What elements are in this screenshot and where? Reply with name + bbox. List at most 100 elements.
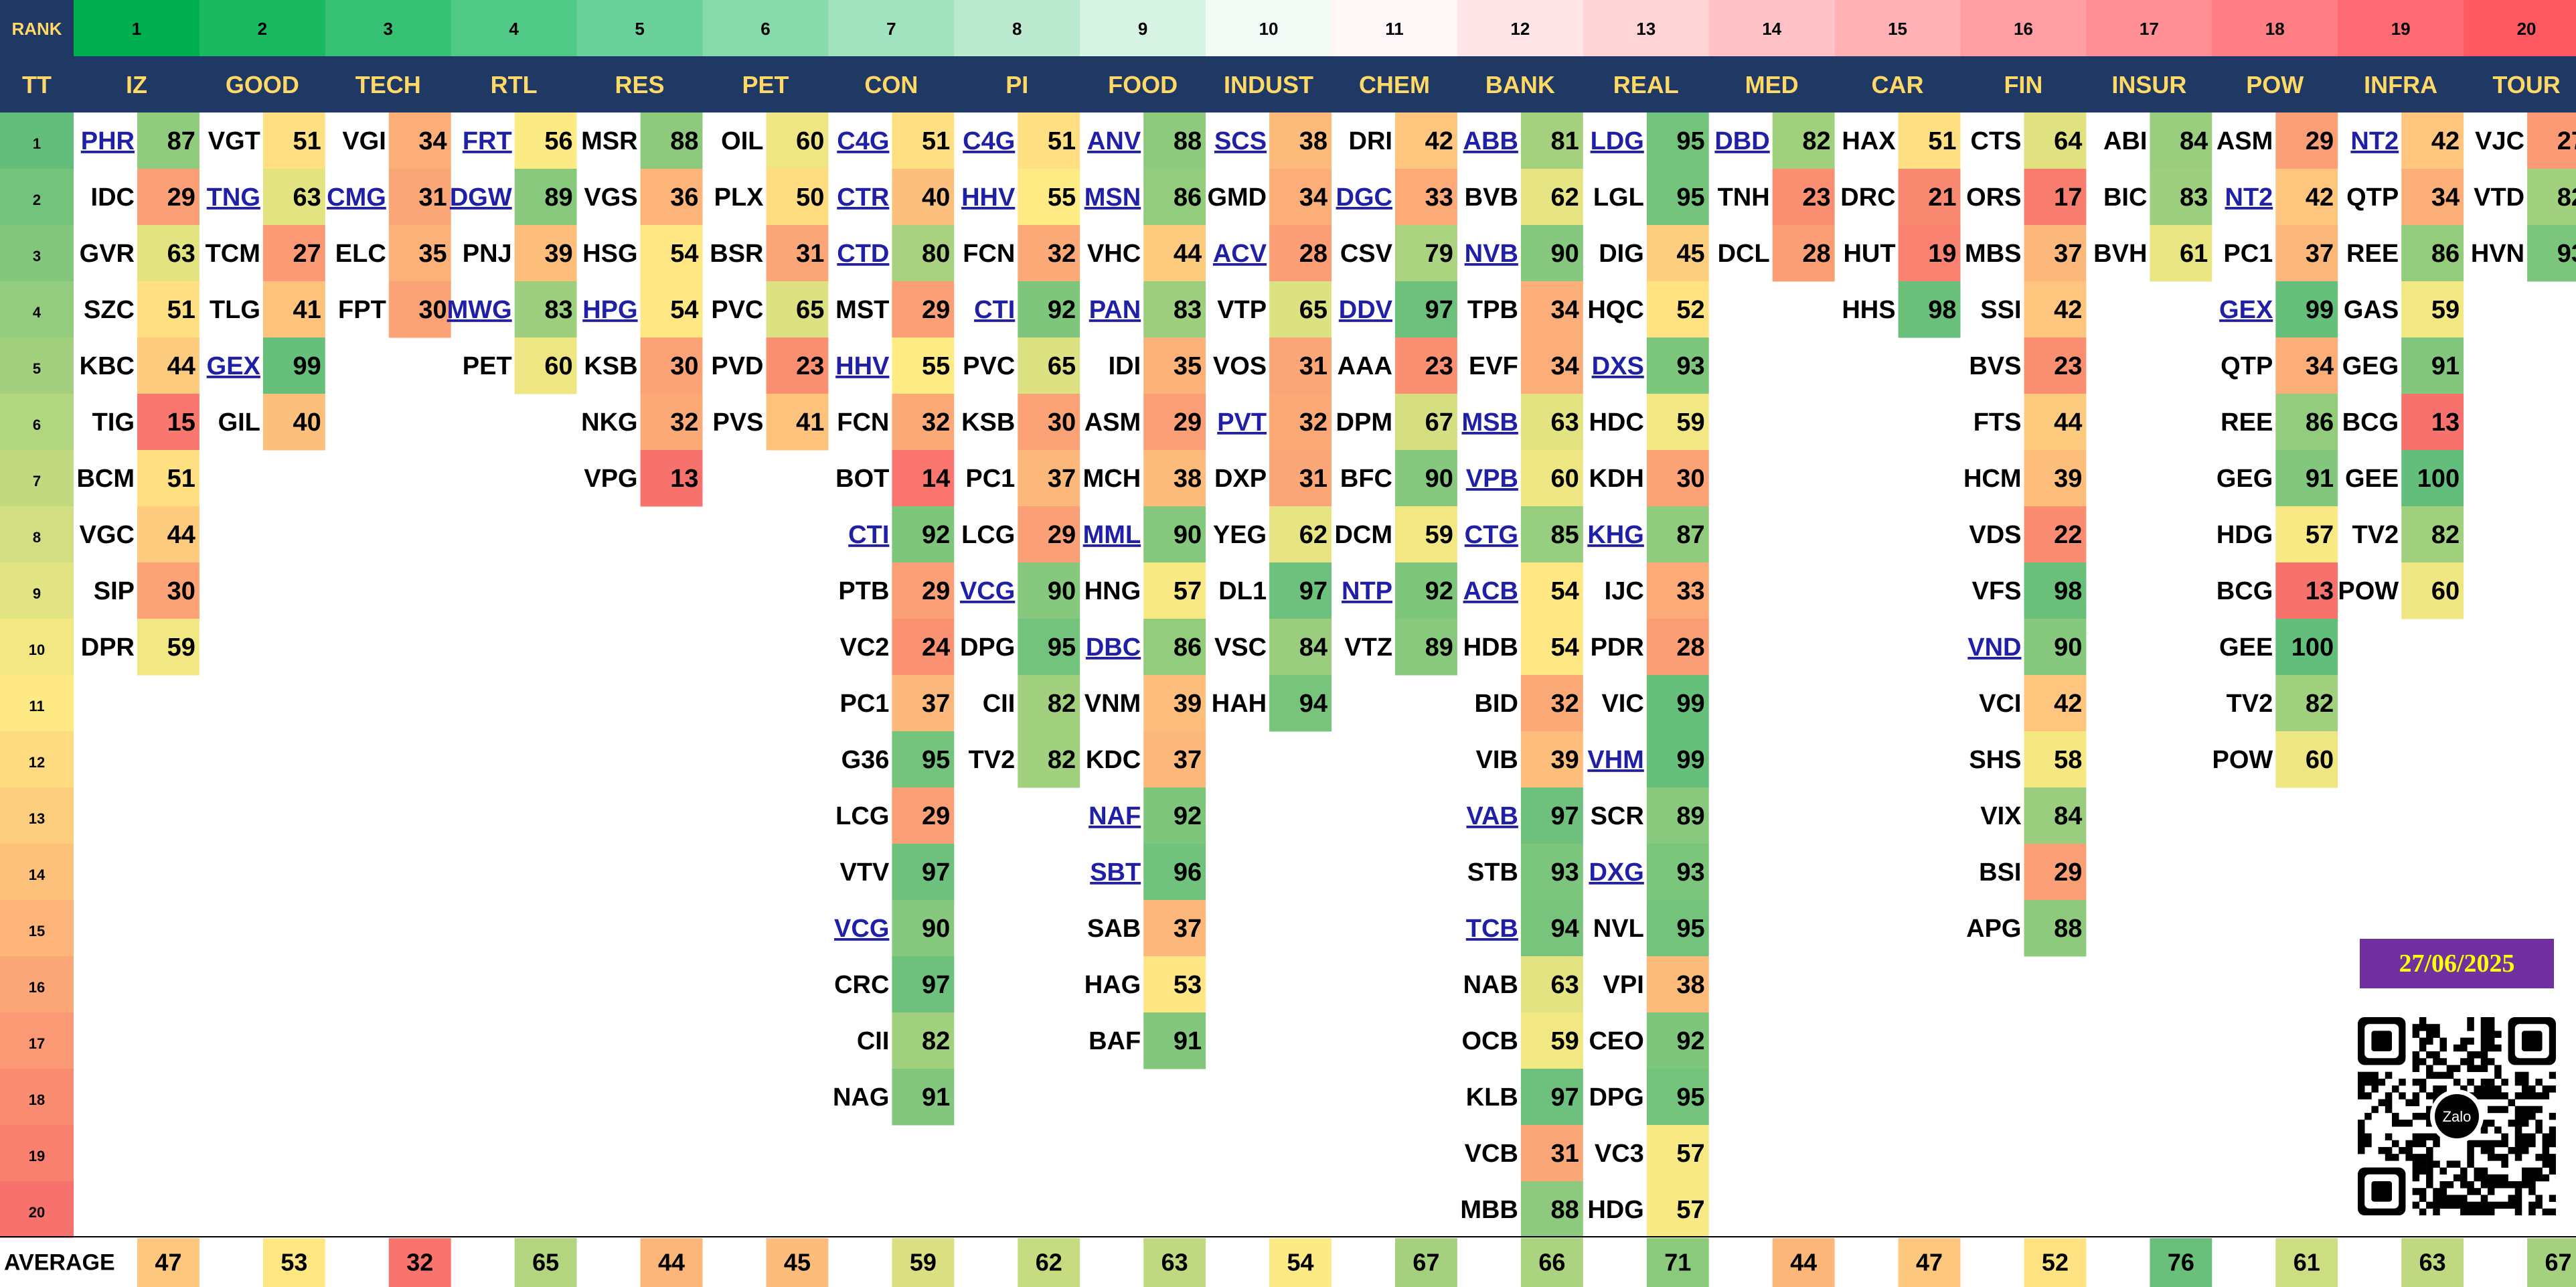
stock-ticker: ACB <box>1463 577 1518 605</box>
stock-score: 52 <box>1676 296 1704 324</box>
stock-ticker: VTZ <box>1344 633 1392 662</box>
stock-ticker: TLG <box>210 296 260 324</box>
stock-score: 37 <box>922 690 950 718</box>
rank-cell <box>2086 0 2212 56</box>
stock-ticker: VTV <box>839 858 890 887</box>
stock-score: 84 <box>2054 802 2082 830</box>
stock-ticker: HHV <box>961 183 1016 212</box>
stock-ticker: PVS <box>712 408 763 437</box>
row-number: 6 <box>33 417 41 433</box>
score-cell <box>2024 787 2087 844</box>
score-cell <box>1520 619 1583 676</box>
stock-score: 93 <box>1676 858 1704 887</box>
average-cell <box>892 1238 955 1287</box>
stock-ticker: HUT <box>1843 240 1895 268</box>
rank-label: 2 <box>258 19 267 39</box>
stock-ticker: DPG <box>1589 1083 1643 1112</box>
stock-score: 94 <box>1551 915 1579 943</box>
stock-score: 95 <box>1048 633 1076 662</box>
row-number: 15 <box>29 923 45 939</box>
score-cell <box>1520 394 1583 451</box>
stock-ticker: KDH <box>1589 465 1643 493</box>
stock-ticker: IJC <box>1605 577 1644 605</box>
score-cell <box>1018 731 1080 788</box>
stock-ticker: SHS <box>1969 746 2021 774</box>
score-cell <box>766 112 829 169</box>
score-cell <box>1269 675 1332 732</box>
stock-ticker: MST <box>835 296 889 324</box>
score-cell <box>1520 675 1583 732</box>
stock-score: 97 <box>1425 296 1453 324</box>
rank-label: 16 <box>2014 19 2033 39</box>
score-cell <box>2275 169 2338 226</box>
stock-ticker: NKG <box>581 408 637 437</box>
score-cell <box>1018 337 1080 394</box>
stock-ticker: NVB <box>1465 240 1518 268</box>
average-cell <box>388 1238 451 1287</box>
row-number-cell <box>0 1012 74 1069</box>
rank-cell <box>451 0 578 56</box>
stock-ticker: FRT <box>463 127 512 155</box>
score-cell <box>2024 562 2087 619</box>
score-cell <box>2024 281 2087 338</box>
row-number: 19 <box>29 1148 45 1164</box>
score-cell <box>1269 619 1332 676</box>
stock-score: 62 <box>1551 183 1579 212</box>
stock-ticker: BAF <box>1089 1027 1141 1055</box>
stock-ticker: VSC <box>1214 633 1267 662</box>
average-cell <box>640 1238 703 1287</box>
score-cell <box>1646 1181 1709 1238</box>
score-cell <box>2401 562 2464 619</box>
stock-score: 97 <box>922 971 950 999</box>
stock-ticker: IDC <box>91 183 135 212</box>
row-number: 8 <box>33 529 41 546</box>
date-stamp: 27/06/2025 <box>2360 939 2554 988</box>
stock-ticker: CRC <box>834 971 889 999</box>
stock-score: 17 <box>2054 183 2082 212</box>
stock-score: 83 <box>1174 296 1202 324</box>
stock-score: 31 <box>1551 1140 1579 1168</box>
average-value: 63 <box>1161 1249 1188 1276</box>
stock-score: 89 <box>1676 802 1704 830</box>
sector-header: RTL <box>491 71 538 98</box>
rank-label: 4 <box>509 19 519 39</box>
score-cell <box>137 394 199 451</box>
score-cell <box>2150 112 2212 169</box>
stock-score: 100 <box>2291 633 2334 662</box>
stock-ticker: BVB <box>1465 183 1518 212</box>
score-cell <box>1143 787 1206 844</box>
average-value: 32 <box>406 1249 433 1276</box>
stock-ticker: DCM <box>1334 521 1392 549</box>
stock-score: 32 <box>1551 690 1579 718</box>
stock-score: 42 <box>2431 127 2460 155</box>
row-number: 2 <box>33 192 41 208</box>
stock-ticker: PVD <box>711 352 763 380</box>
stock-ticker: HNG <box>1084 577 1141 605</box>
average-value: 47 <box>1916 1249 1943 1276</box>
stock-score: 37 <box>1174 746 1202 774</box>
score-cell <box>766 169 829 226</box>
score-cell <box>2024 225 2087 282</box>
stock-ticker: VAB <box>1466 802 1518 830</box>
stock-ticker: VPG <box>584 465 637 493</box>
stock-ticker: NT2 <box>2350 127 2399 155</box>
stock-ticker: VTD <box>2474 183 2524 212</box>
stock-score: 87 <box>1676 521 1704 549</box>
row-number: 12 <box>29 754 45 771</box>
stock-score: 89 <box>1425 633 1453 662</box>
score-cell <box>1269 169 1332 226</box>
stock-ticker: MBB <box>1460 1196 1518 1224</box>
score-cell <box>1143 731 1206 788</box>
score-cell <box>2275 562 2338 619</box>
stock-score: 100 <box>2417 465 2460 493</box>
stock-ticker: KSB <box>961 408 1015 437</box>
score-cell <box>1018 450 1080 507</box>
stock-score: 29 <box>167 183 195 212</box>
score-cell <box>1018 562 1080 619</box>
stock-ticker: DBC <box>1086 633 1141 662</box>
stock-score: 13 <box>2431 408 2460 437</box>
stock-ticker: SBT <box>1090 858 1141 887</box>
score-cell <box>1143 225 1206 282</box>
stock-score: 45 <box>1676 240 1704 268</box>
stock-ticker: ORS <box>1966 183 2021 212</box>
